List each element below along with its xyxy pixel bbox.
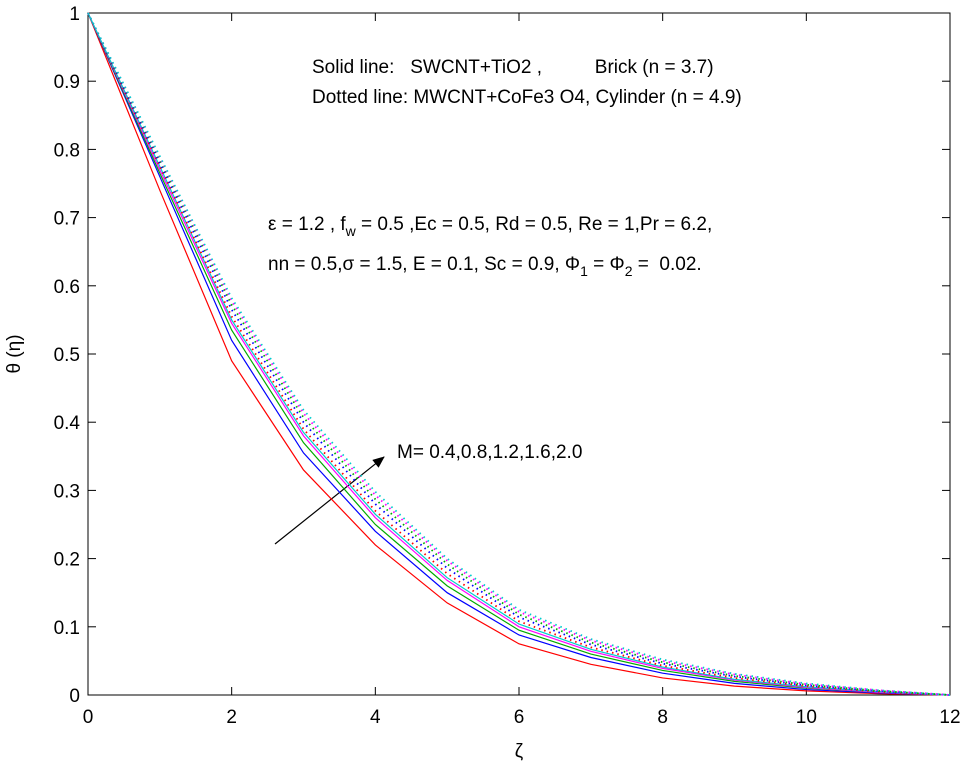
data-line <box>87 12 951 696</box>
data-line <box>87 12 951 696</box>
subscript: w <box>345 223 357 239</box>
y-tick-label: 0.3 <box>54 481 80 502</box>
parameters: ε = 1.2 , fw = 0.5 ,Ec = 0.5, Rd = 0.5, … <box>268 214 712 239</box>
y-tick-label: 0.7 <box>54 209 80 230</box>
x-tick-label: 0 <box>83 707 94 728</box>
data-line <box>87 12 951 696</box>
arrow-label: M= 0.4,0.8,1.2,1.6,2.0 <box>397 442 582 463</box>
parameter-text: nn = 0.5,σ = 1.5, E = 0.1, Sc = 0.9, Φ <box>268 254 580 275</box>
x-tick-label: 4 <box>370 707 381 728</box>
y-tick-label: 0.6 <box>54 277 80 298</box>
x-tick-label: 10 <box>796 707 817 728</box>
legend-text: Solid line: SWCNT+TiO2 , Brick (n = 3.7) <box>312 57 714 78</box>
y-tick-label: 0.5 <box>54 345 80 366</box>
x-tick-label: 2 <box>226 707 237 728</box>
plot-frame <box>87 12 951 696</box>
data-line <box>87 12 951 696</box>
data-line <box>87 12 951 696</box>
legend-text: Dotted line: MWCNT+CoFe3 O4, Cylinder (n… <box>312 87 742 108</box>
x-tick-label: 12 <box>939 707 960 728</box>
y-tick-label: 0.1 <box>54 618 80 639</box>
data-line <box>87 12 951 696</box>
x-tick-label: 6 <box>514 707 525 728</box>
subscript: 2 <box>625 263 633 279</box>
y-tick-label: 0.9 <box>54 72 80 93</box>
y-tick-label: 0.2 <box>54 550 80 571</box>
subscript: 1 <box>580 263 588 279</box>
x-tick-label: 8 <box>657 707 668 728</box>
y-axis-label: θ (η) <box>4 334 25 373</box>
data-line <box>87 12 951 696</box>
parameters: nn = 0.5,σ = 1.5, E = 0.1, Sc = 0.9, Φ1 … <box>268 254 702 279</box>
parameter-text: = 0.02. <box>633 254 702 275</box>
data-line <box>87 12 951 696</box>
y-tick-label: 1 <box>69 4 80 25</box>
parameter-text: = 0.5 ,Ec = 0.5, Rd = 0.5, Re = 1,Pr = 6… <box>356 214 712 235</box>
y-tick-label: 0.4 <box>54 413 81 434</box>
arrow <box>274 456 385 545</box>
x-axis-label: ζ <box>515 741 524 762</box>
parameter-text: = Φ <box>588 254 625 275</box>
y-tick-label: 0.8 <box>54 140 80 161</box>
data-line <box>87 12 951 696</box>
data-line <box>87 12 951 696</box>
y-tick-label: 0 <box>69 686 80 707</box>
parameter-text: ε = 1.2 , f <box>268 214 346 235</box>
